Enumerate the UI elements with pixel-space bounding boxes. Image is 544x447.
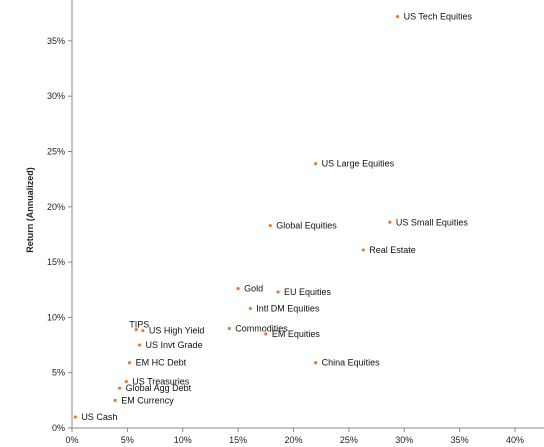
x-tick-label: 15%	[229, 435, 247, 445]
point-label: Intl DM Equities	[256, 304, 320, 314]
point-label: US Small Equities	[396, 217, 469, 227]
data-point	[141, 329, 145, 333]
point-label: Real Estate	[369, 245, 416, 255]
point-label: Global Equities	[276, 221, 337, 231]
point-label: EU Equities	[284, 287, 332, 297]
data-point	[314, 361, 318, 365]
y-tick-label: 15%	[47, 257, 65, 267]
data-point	[134, 327, 138, 332]
data-point	[396, 14, 400, 19]
point-label: US High Yield	[149, 326, 205, 336]
point-label: EM Equities	[272, 329, 321, 339]
y-tick-label: 35%	[47, 36, 65, 46]
data-point	[113, 398, 117, 402]
data-point	[268, 224, 272, 228]
y-tick-label: 20%	[47, 202, 65, 212]
data-point	[127, 361, 132, 365]
data-point	[314, 162, 318, 166]
point-label: US Cash	[81, 412, 117, 422]
point-label: TIPS	[129, 320, 149, 330]
x-tick-label: 40%	[506, 435, 524, 445]
point-label: Gold	[244, 284, 263, 294]
point-label: EM Currency	[121, 395, 174, 405]
data-point	[248, 306, 252, 311]
point-label: US Treasuries	[132, 377, 190, 387]
data-point	[236, 287, 240, 291]
data-point	[118, 386, 122, 390]
data-point	[388, 220, 392, 224]
y-tick-label: 5%	[52, 368, 65, 378]
data-point	[264, 332, 268, 336]
point-label: US Tech Equities	[404, 12, 473, 22]
y-tick-label: 10%	[47, 312, 65, 322]
data-points: US Tech Equities US Large Equities Global …	[73, 12, 473, 422]
data-point	[137, 343, 142, 347]
point-label: US Invt Grade	[146, 340, 203, 350]
x-tick-label: 10%	[174, 435, 192, 445]
x-tick-label: 25%	[340, 435, 358, 445]
data-point	[73, 415, 77, 419]
y-tick-label: 30%	[47, 91, 65, 101]
point-label: US Large Equities	[322, 159, 395, 169]
x-tick-label: 20%	[284, 435, 302, 445]
point-label: Commodities	[235, 323, 288, 333]
x-tick-label: 35%	[451, 435, 469, 445]
point-label: Global Agg Debt	[126, 383, 192, 393]
data-point	[124, 379, 128, 384]
y-tick-label: 25%	[47, 147, 65, 157]
y-tick-label: 0%	[52, 423, 65, 433]
point-label: China Equities	[322, 358, 381, 368]
data-point	[361, 248, 365, 252]
point-label: EM HC Debt	[136, 358, 187, 368]
x-tick-label: 5%	[121, 435, 134, 445]
axes: 0% 5% 10% 15% 20% 25% 30% 35% 40% 0% 5% 10% 15% 20% 25…	[47, 0, 544, 445]
y-axis-label: Return (Annualized)	[25, 167, 35, 253]
data-point	[276, 290, 280, 294]
x-tick-label: 30%	[395, 435, 413, 445]
x-tick-label: 0%	[65, 435, 78, 445]
data-point	[227, 326, 231, 331]
